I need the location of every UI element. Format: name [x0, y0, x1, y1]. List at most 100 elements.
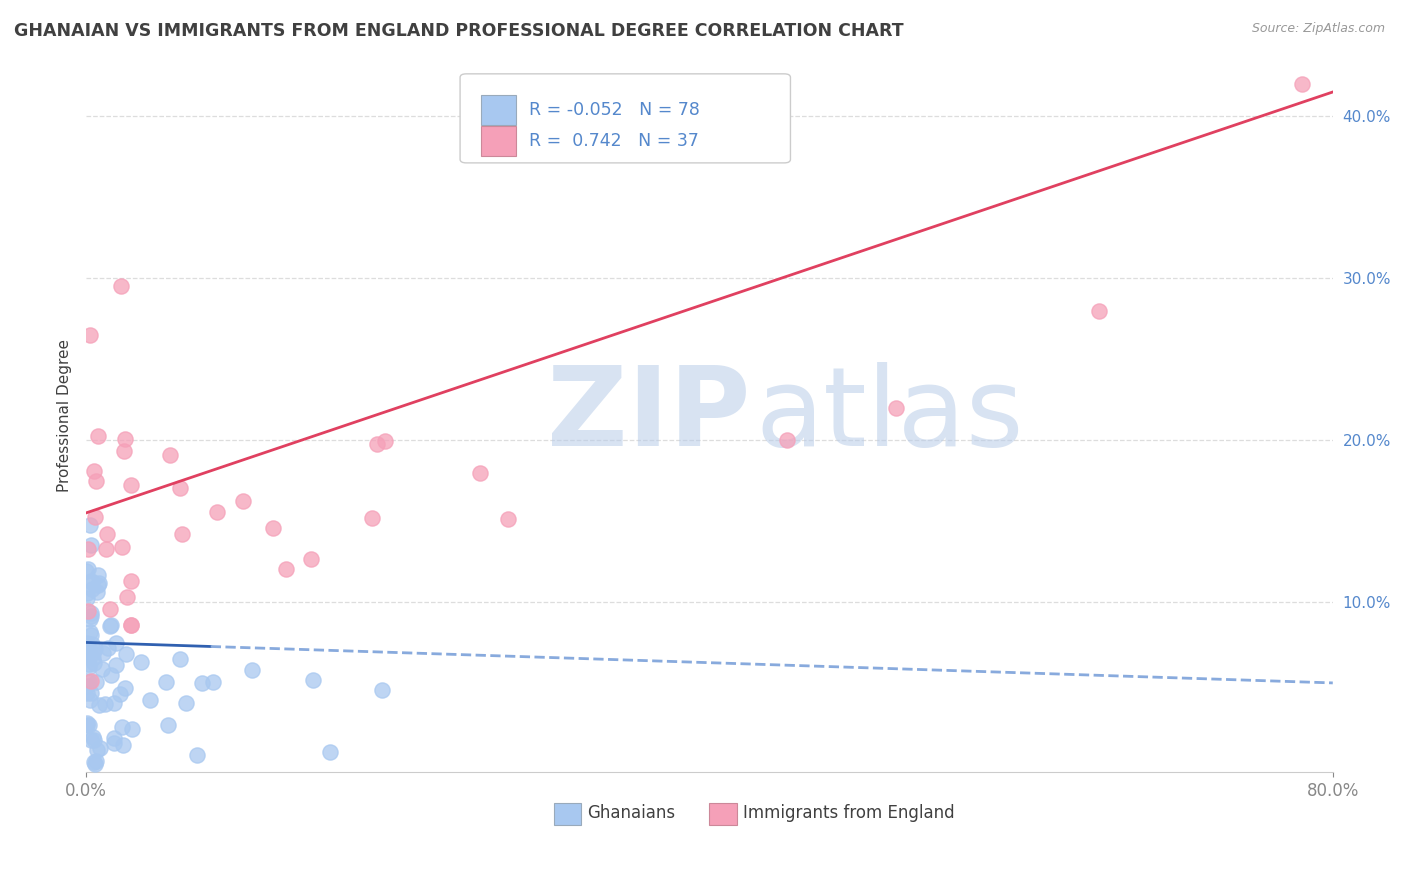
Point — [299, 552, 322, 566]
Point — [76, 718, 98, 732]
Text: Immigrants from England: Immigrants from England — [744, 805, 955, 822]
Point — [76, 636, 98, 650]
Point — [79, 718, 101, 732]
Point — [84, 756, 107, 771]
Text: atlas: atlas — [755, 362, 1024, 469]
Point — [262, 521, 284, 535]
Point — [104, 657, 127, 672]
Point — [79, 625, 101, 640]
Text: Ghanaians: Ghanaians — [588, 805, 675, 822]
Text: ZIP: ZIP — [547, 362, 751, 469]
Point — [240, 663, 263, 677]
FancyBboxPatch shape — [481, 95, 516, 125]
Point — [120, 574, 142, 588]
Point — [498, 512, 520, 526]
Point — [366, 437, 388, 451]
Point — [103, 696, 125, 710]
Point — [114, 647, 136, 661]
Point — [110, 279, 132, 293]
Text: GHANAIAN VS IMMIGRANTS FROM ENGLAND PROFESSIONAL DEGREE CORRELATION CHART: GHANAIAN VS IMMIGRANTS FROM ENGLAND PROF… — [14, 22, 904, 40]
Point — [1291, 77, 1313, 91]
Point — [207, 505, 229, 519]
Point — [80, 608, 103, 623]
Point — [83, 657, 105, 671]
Point — [77, 657, 100, 671]
Point — [159, 448, 181, 462]
Point — [79, 692, 101, 706]
Point — [79, 607, 101, 621]
Point — [80, 627, 103, 641]
Point — [83, 464, 105, 478]
Point — [169, 481, 191, 495]
Point — [360, 511, 382, 525]
Point — [80, 574, 103, 588]
Point — [76, 679, 98, 693]
Point — [80, 673, 103, 688]
Point — [103, 731, 125, 745]
Point — [1088, 303, 1111, 318]
Point — [86, 585, 108, 599]
Point — [84, 474, 107, 488]
FancyBboxPatch shape — [481, 126, 516, 156]
Point — [79, 612, 101, 626]
Point — [274, 562, 297, 576]
Point — [84, 675, 107, 690]
Point — [110, 687, 132, 701]
Point — [76, 604, 98, 618]
Point — [79, 327, 101, 342]
Point — [76, 640, 98, 655]
Point — [129, 655, 152, 669]
Point — [121, 722, 143, 736]
Point — [120, 478, 142, 492]
Point — [86, 578, 108, 592]
Point — [157, 718, 180, 732]
Point — [97, 640, 120, 655]
Point — [319, 745, 342, 759]
Point — [82, 637, 104, 651]
Point — [77, 541, 100, 556]
Point — [186, 748, 208, 763]
Point — [103, 736, 125, 750]
Y-axis label: Professional Degree: Professional Degree — [58, 339, 72, 492]
Point — [87, 575, 110, 590]
Point — [120, 618, 142, 632]
Point — [86, 743, 108, 757]
Point — [232, 494, 254, 508]
Text: R =  0.742   N = 37: R = 0.742 N = 37 — [529, 132, 699, 150]
Point — [98, 619, 121, 633]
Text: Source: ZipAtlas.com: Source: ZipAtlas.com — [1251, 22, 1385, 36]
Point — [83, 733, 105, 747]
FancyBboxPatch shape — [460, 74, 790, 163]
Point — [100, 617, 122, 632]
Point — [77, 660, 100, 674]
Point — [371, 682, 394, 697]
Point — [91, 646, 114, 660]
Point — [80, 574, 103, 589]
Point — [96, 541, 118, 556]
Point — [191, 676, 214, 690]
Point — [174, 696, 197, 710]
Point — [76, 586, 98, 600]
FancyBboxPatch shape — [554, 803, 581, 825]
Point — [80, 732, 103, 747]
Point — [105, 636, 128, 650]
Point — [170, 527, 193, 541]
Point — [77, 675, 100, 690]
Point — [114, 681, 136, 696]
Point — [90, 662, 112, 676]
Point — [89, 741, 111, 756]
Point — [79, 517, 101, 532]
Point — [169, 651, 191, 665]
FancyBboxPatch shape — [710, 803, 737, 825]
Point — [112, 738, 135, 752]
Point — [886, 401, 908, 415]
Point — [82, 646, 104, 660]
Point — [96, 527, 118, 541]
Point — [84, 754, 107, 768]
Point — [114, 433, 136, 447]
Point — [468, 467, 491, 481]
Point — [77, 562, 100, 576]
Point — [83, 642, 105, 657]
Point — [83, 755, 105, 769]
Point — [201, 675, 224, 690]
